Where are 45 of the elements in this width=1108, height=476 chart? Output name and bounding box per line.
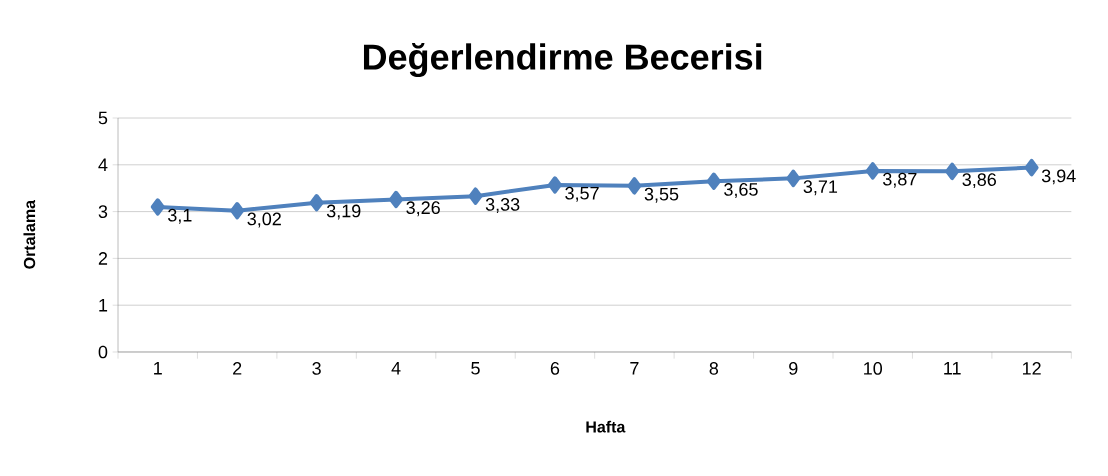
y-tick-label: 5 [98,111,108,125]
point [389,190,404,209]
x-tick-label: 9 [789,362,798,375]
data-label: 3,19 [326,204,361,220]
y-axis-title: Ortalama [23,199,36,269]
y-tick-label: 0 [98,345,108,359]
data-label: 3,57 [565,186,599,202]
point [309,194,324,212]
data-label: 3,65 [724,183,758,198]
point [468,187,483,205]
data-label: 3,87 [883,172,917,188]
x-tick-label: 5 [471,362,480,375]
point [865,162,880,180]
point [547,176,562,194]
x-tick-label: 7 [630,362,639,375]
data-label: 3,02 [247,212,281,228]
x-tick-label: 8 [709,362,719,375]
chart-title: Değerlendirme Becerisi [363,42,762,78]
x-tick-label: 11 [944,362,961,375]
data-label: 3,86 [962,173,997,189]
data-label: 3,33 [485,198,520,213]
x-axis-title: Hafta [586,420,626,433]
x-tick-label: 6 [550,362,560,375]
x-tick-label: 10 [864,362,883,375]
data-label: 3,55 [644,187,679,203]
x-tick-label: 4 [391,362,401,375]
y-tick-label: 4 [98,158,108,171]
point [150,198,165,216]
data-label: 3,1 [168,208,192,224]
data-label: 3,71 [803,180,838,196]
point [230,202,245,220]
y-tick-label: 1 [99,299,108,312]
x-tick-label: 1 [154,362,162,375]
y-tick-label: 3 [98,205,108,218]
data-label: 3,94 [1041,169,1076,185]
x-tick-label: 3 [312,362,321,375]
point [1024,158,1039,177]
point [945,162,960,181]
point [706,172,721,190]
x-tick-label: 12 [1022,362,1041,375]
x-tick-label: 2 [233,362,242,375]
point [786,169,801,188]
y-tick-label: 2 [98,252,108,265]
point [627,177,642,195]
data-label: 3,26 [406,201,440,217]
